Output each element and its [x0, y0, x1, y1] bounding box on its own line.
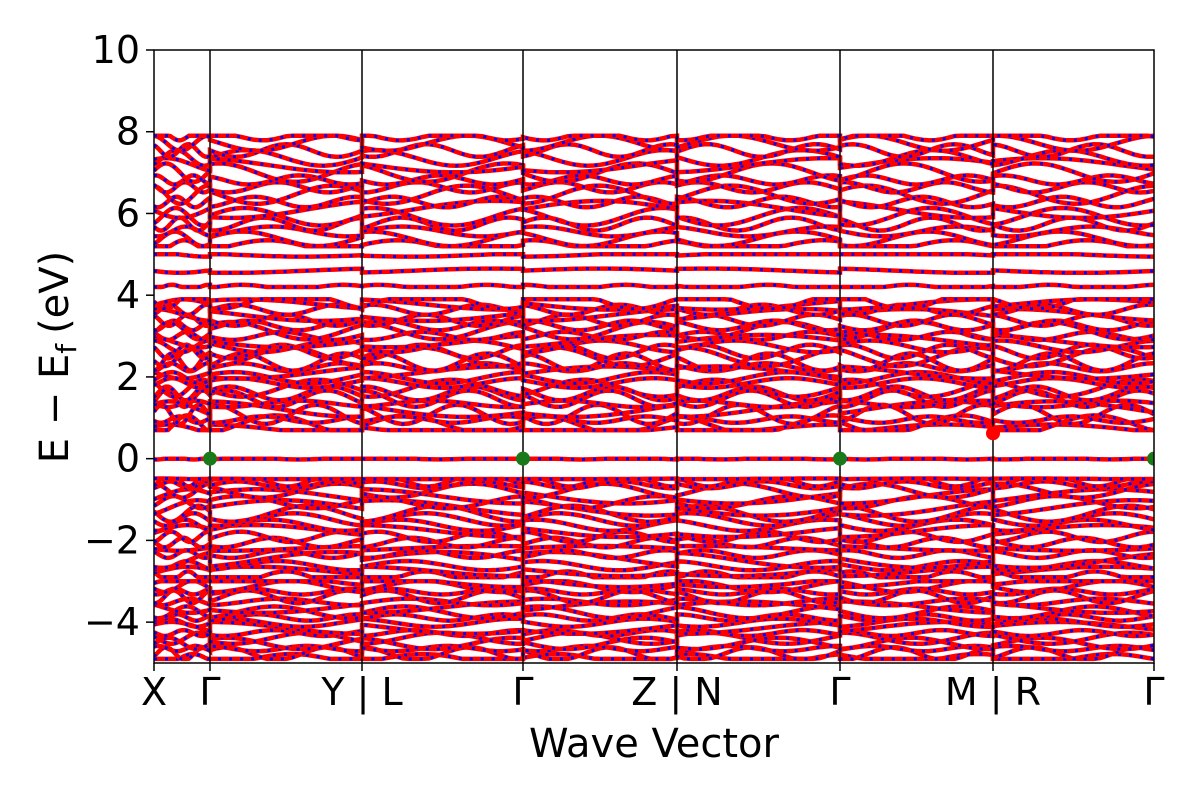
spin-down-band-line	[154, 477, 1154, 481]
y-tick-label: −2	[84, 518, 140, 562]
y-tick-label: 4	[116, 273, 140, 317]
spin-down-band-line	[154, 238, 1154, 248]
spin-down-band-line	[154, 161, 1154, 184]
vbm-marker	[516, 451, 530, 466]
spin-down-band-line	[154, 579, 1154, 594]
spin-down-band-line	[154, 487, 1154, 506]
spin-up-band-line	[154, 252, 1154, 259]
spin-down-band-line	[154, 523, 1154, 539]
vbm-marker	[203, 451, 217, 466]
y-tick-label: −4	[84, 600, 140, 644]
spin-down-band-line	[154, 414, 1154, 425]
spin-down-band-line	[154, 338, 1154, 354]
spin-up-band-line	[154, 558, 1154, 573]
spin-down-band-line	[154, 142, 1154, 159]
x-axis-title: Wave Vector	[529, 721, 780, 767]
y-axis-title-main: E − E	[32, 354, 78, 464]
spin-up-band-line	[154, 173, 1154, 188]
y-axis-ticks: −4 −2 0 2 4 6 8 10	[84, 28, 154, 644]
x-tick-label: Γ	[829, 670, 850, 714]
spin-up-band-line	[154, 312, 1154, 329]
spin-down-band-line	[154, 612, 1154, 623]
y-axis-title-unit: (eV)	[32, 251, 78, 334]
spin-up-band-line	[154, 493, 1154, 511]
spin-down-band-line	[154, 215, 1154, 233]
x-tick-label: X	[141, 670, 167, 714]
y-tick-label: 0	[116, 437, 140, 481]
x-tick-label: Γ	[512, 670, 533, 714]
spin-down-band-line	[154, 550, 1154, 570]
spin-down-band-line	[154, 378, 1154, 399]
spin-down-band-line	[154, 388, 1154, 409]
spin-down-band-line	[154, 511, 1154, 528]
spin-up-band-line	[154, 456, 1154, 462]
spin-down-band-line	[154, 588, 1154, 605]
spin-down-band-line	[154, 343, 1154, 361]
spin-down-band-line	[154, 156, 1154, 174]
spin-up-band-line	[154, 198, 1154, 221]
spin-down-band-line	[154, 351, 1154, 373]
spin-up-band-line	[154, 384, 1154, 403]
x-tick-label: Y | L	[320, 670, 402, 715]
spin-up-band-line	[154, 635, 1154, 652]
spin-up-band-line	[154, 579, 1154, 590]
x-tick-label: Γ	[199, 670, 220, 714]
x-tick-label: M | R	[945, 670, 1041, 715]
vbm-marker	[1147, 451, 1154, 466]
spin-up-band-line	[154, 596, 1154, 608]
x-tick-label: Γ	[1143, 670, 1164, 714]
vbm-marker	[833, 451, 847, 466]
spin-down-band-line	[154, 565, 1154, 578]
spin-down-band-line	[154, 229, 1154, 248]
spin-down-band-line	[154, 457, 1154, 462]
y-tick-label: 10	[92, 28, 140, 72]
spin-down-band-line	[154, 184, 1154, 206]
spin-up-band-line	[154, 282, 1154, 290]
y-tick-label: 2	[116, 355, 140, 399]
spin-up-band-line	[154, 179, 1154, 195]
cbm-marker	[986, 426, 1000, 441]
y-axis-title-subscript: f	[50, 343, 83, 354]
spin-up-band-line	[154, 413, 1154, 433]
spin-down-band-line	[154, 206, 1154, 228]
plot-frame	[153, 49, 1155, 664]
band-lines	[154, 133, 1154, 662]
spin-up-band-line	[154, 476, 1154, 482]
high-symmetry-lines	[209, 50, 994, 663]
spin-up-band-line	[154, 317, 1154, 333]
spin-down-band-line	[154, 267, 1154, 275]
spin-down-band-line	[154, 479, 1154, 490]
spin-down-band-line	[154, 333, 1154, 349]
spin-down-band-line	[154, 403, 1154, 426]
y-tick-label: 8	[116, 110, 140, 154]
y-axis-title: E − Ef (eV)	[32, 251, 83, 464]
y-tick-label: 6	[116, 191, 140, 235]
spin-down-band-line	[154, 628, 1154, 638]
spin-up-band-line	[154, 147, 1154, 168]
spin-down-band-line	[154, 645, 1154, 661]
x-tick-label: Z | N	[631, 670, 722, 715]
spin-down-band-line	[154, 330, 1154, 342]
band-edge-markers	[203, 426, 1154, 466]
spin-down-band-line	[154, 297, 1154, 311]
spin-down-band-line	[154, 345, 1154, 368]
spin-up-band-line	[154, 133, 1154, 143]
